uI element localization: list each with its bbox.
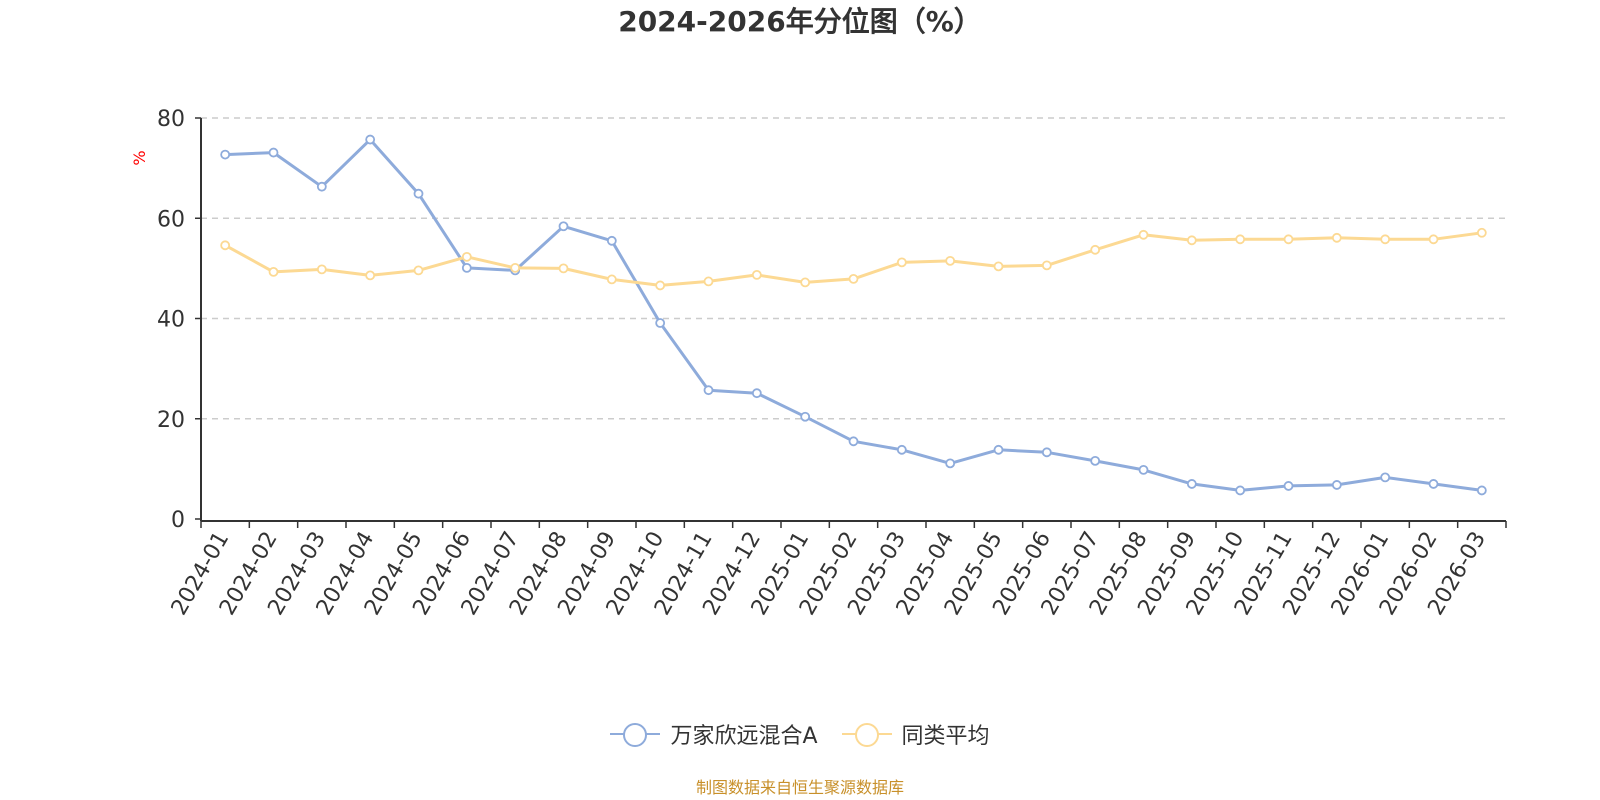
data-point: [220, 149, 231, 160]
data-point: [413, 265, 424, 276]
data-point: [993, 261, 1004, 272]
data-point: [606, 274, 617, 285]
legend-item-peer-average[interactable]: 同类平均: [841, 718, 990, 750]
data-point: [365, 270, 376, 281]
data-point: [1283, 234, 1294, 245]
data-point: [1476, 485, 1487, 496]
data-point: [1090, 455, 1101, 466]
data-point: [703, 276, 714, 287]
data-point: [1428, 234, 1439, 245]
series-0: [220, 134, 1487, 496]
data-point: [1331, 480, 1342, 490]
data-point: [1235, 485, 1246, 496]
legend-item-fund[interactable]: 万家欣远混合A: [610, 718, 818, 750]
series-layer: [220, 134, 1487, 496]
y-tick-label: 80: [157, 107, 185, 132]
data-point: [1041, 447, 1052, 458]
data-point: [316, 181, 327, 192]
data-point: [1138, 229, 1149, 240]
legend-marker-peer-average-icon: [841, 722, 892, 747]
legend-marker-fund-icon: [610, 722, 661, 747]
data-point: [1380, 472, 1391, 483]
grid-lines: [201, 117, 1506, 420]
data-point: [848, 436, 859, 447]
data-point: [268, 266, 279, 277]
data-point: [316, 264, 327, 275]
y-axis-label: %: [130, 150, 149, 165]
data-point: [655, 280, 666, 291]
axes: 0204060802024-012024-022024-032024-04202…: [157, 107, 1507, 620]
chart-title: 2024-2026年分位图（%）: [618, 5, 982, 38]
data-point: [413, 188, 424, 199]
data-point: [365, 134, 376, 145]
y-tick-label: 60: [157, 207, 185, 232]
data-point: [896, 257, 907, 268]
data-point: [1041, 260, 1052, 271]
legend-label-fund: 万家欣远混合A: [670, 724, 818, 749]
legend: 万家欣远混合A 同类平均: [0, 718, 1600, 750]
data-point: [1186, 479, 1197, 489]
y-tick-label: 20: [157, 408, 185, 433]
data-point: [993, 444, 1004, 455]
data-point: [461, 262, 472, 273]
data-point: [848, 274, 859, 284]
data-point: [1090, 244, 1101, 255]
data-point: [558, 221, 569, 232]
data-point: [945, 255, 956, 266]
data-point: [1235, 234, 1246, 245]
data-point: [1380, 234, 1391, 245]
data-point: [751, 388, 762, 399]
y-tick-label: 0: [171, 508, 185, 533]
data-point: [800, 411, 811, 422]
data-point: [1331, 232, 1342, 243]
data-point: [703, 385, 714, 396]
data-point: [1476, 227, 1487, 238]
data-point: [268, 147, 279, 158]
data-point: [558, 263, 569, 274]
data-point: [510, 262, 521, 273]
data-point: [220, 240, 231, 251]
data-point: [945, 458, 956, 469]
data-point: [1138, 464, 1149, 475]
data-point: [1283, 481, 1294, 491]
y-tick-label: 40: [157, 308, 185, 333]
data-point: [1186, 235, 1197, 246]
data-point: [751, 269, 762, 280]
source-note: 制图数据来自恒生聚源数据库: [695, 778, 904, 797]
data-point: [896, 444, 907, 455]
data-point: [800, 277, 811, 288]
series-1: [220, 227, 1487, 291]
data-point: [655, 318, 666, 328]
data-point: [606, 235, 617, 246]
data-point: [1428, 479, 1439, 489]
legend-label-peer-average: 同类平均: [901, 724, 990, 749]
data-point: [461, 251, 472, 262]
